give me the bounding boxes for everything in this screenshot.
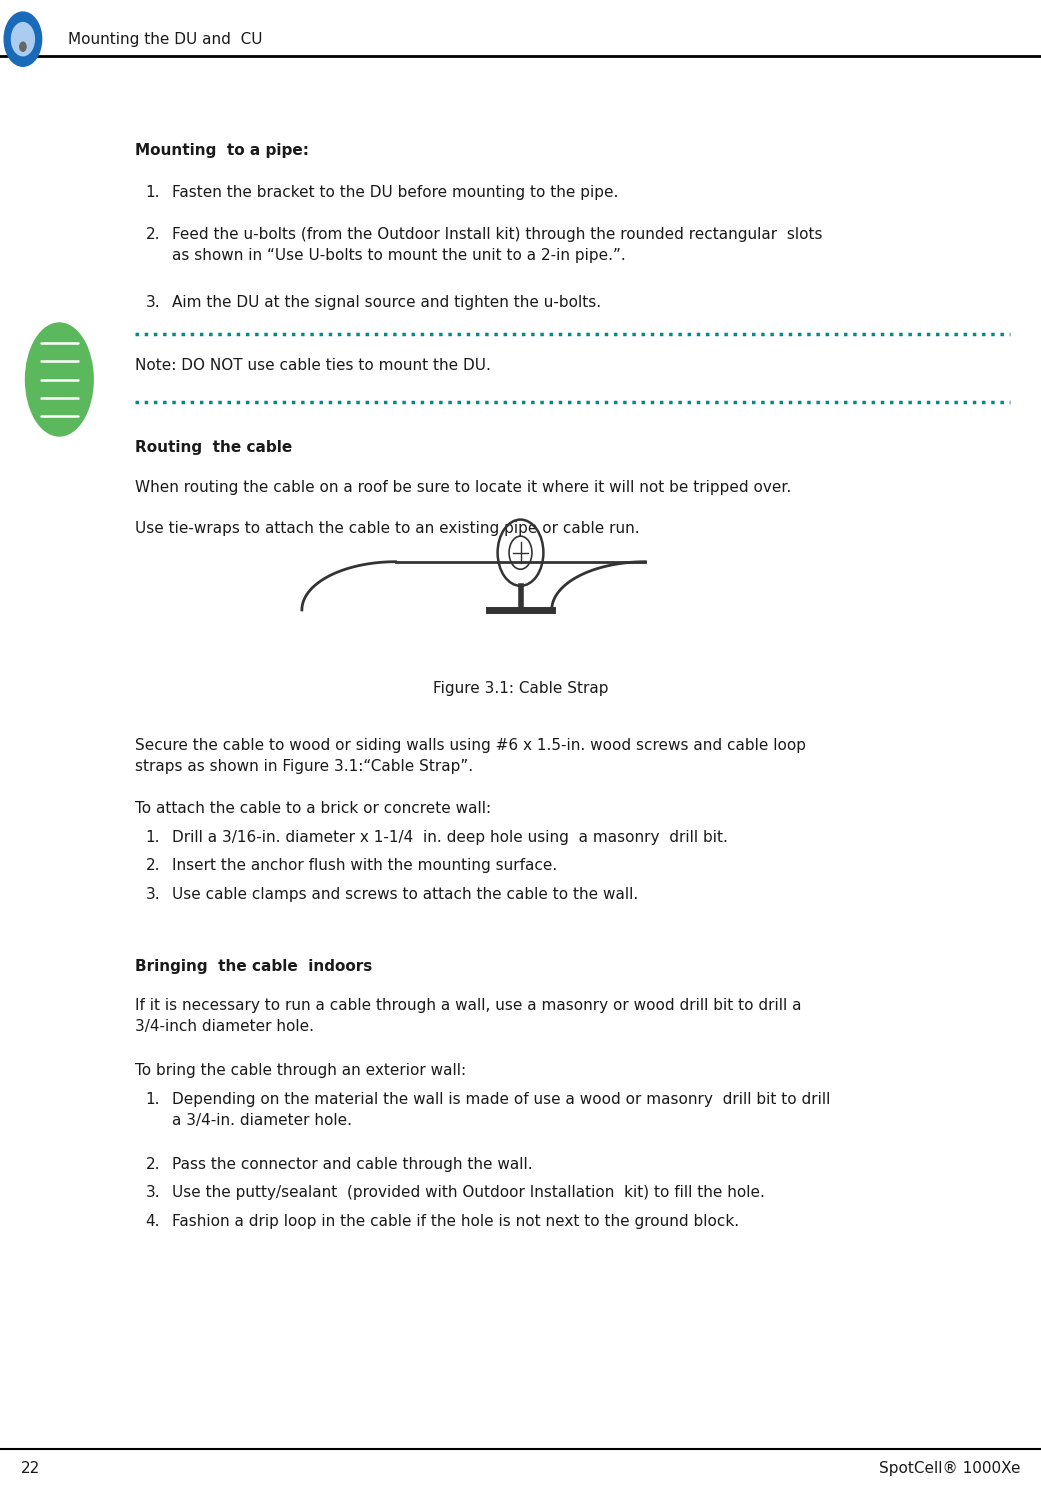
Text: 3.: 3. <box>146 295 160 310</box>
Text: Bringing  the cable  indoors: Bringing the cable indoors <box>135 959 373 974</box>
Text: Insert the anchor flush with the mounting surface.: Insert the anchor flush with the mountin… <box>172 858 557 873</box>
Text: 2.: 2. <box>146 227 160 242</box>
Text: Routing  the cable: Routing the cable <box>135 440 293 455</box>
Text: Feed the u-bolts (from the Outdoor Install kit) through the rounded rectangular : Feed the u-bolts (from the Outdoor Insta… <box>172 227 822 264</box>
Text: When routing the cable on a roof be sure to locate it where it will not be tripp: When routing the cable on a roof be sure… <box>135 480 791 495</box>
Text: Note: DO NOT use cable ties to mount the DU.: Note: DO NOT use cable ties to mount the… <box>135 358 491 373</box>
Text: Use cable clamps and screws to attach the cable to the wall.: Use cable clamps and screws to attach th… <box>172 887 638 902</box>
Text: To attach the cable to a brick or concrete wall:: To attach the cable to a brick or concre… <box>135 801 491 816</box>
Circle shape <box>11 23 34 56</box>
Circle shape <box>20 42 26 51</box>
Text: 3.: 3. <box>146 1185 160 1200</box>
Text: Mounting  to a pipe:: Mounting to a pipe: <box>135 143 309 158</box>
Text: 1.: 1. <box>146 185 160 200</box>
Circle shape <box>4 12 42 66</box>
Text: Use the putty/sealant  (provided with Outdoor Installation  kit) to fill the hol: Use the putty/sealant (provided with Out… <box>172 1185 765 1200</box>
Text: 4.: 4. <box>146 1214 160 1229</box>
Text: To bring the cable through an exterior wall:: To bring the cable through an exterior w… <box>135 1063 466 1078</box>
Text: 1.: 1. <box>146 830 160 845</box>
Text: Use tie-wraps to attach the cable to an existing pipe or cable run.: Use tie-wraps to attach the cable to an … <box>135 521 640 536</box>
Text: Secure the cable to wood or siding walls using #6 x 1.5-in. wood screws and cabl: Secure the cable to wood or siding walls… <box>135 738 807 774</box>
Text: Figure 3.1: Cable Strap: Figure 3.1: Cable Strap <box>433 681 608 696</box>
Ellipse shape <box>25 324 94 437</box>
Text: 3.: 3. <box>146 887 160 902</box>
Text: Pass the connector and cable through the wall.: Pass the connector and cable through the… <box>172 1157 532 1172</box>
Text: Aim the DU at the signal source and tighten the u-bolts.: Aim the DU at the signal source and tigh… <box>172 295 601 310</box>
Text: Fashion a drip loop in the cable if the hole is not next to the ground block.: Fashion a drip loop in the cable if the … <box>172 1214 739 1229</box>
Text: SpotCell® 1000Xe: SpotCell® 1000Xe <box>879 1461 1020 1476</box>
Text: 2.: 2. <box>146 1157 160 1172</box>
Text: 22: 22 <box>21 1461 40 1476</box>
Text: Fasten the bracket to the DU before mounting to the pipe.: Fasten the bracket to the DU before moun… <box>172 185 618 200</box>
Text: 2.: 2. <box>146 858 160 873</box>
Text: Drill a 3/16-in. diameter x 1-1/4  in. deep hole using  a masonry  drill bit.: Drill a 3/16-in. diameter x 1-1/4 in. de… <box>172 830 728 845</box>
Text: Mounting the DU and  CU: Mounting the DU and CU <box>68 33 262 47</box>
Text: Depending on the material the wall is made of use a wood or masonry  drill bit t: Depending on the material the wall is ma… <box>172 1092 830 1128</box>
Text: If it is necessary to run a cable through a wall, use a masonry or wood drill bi: If it is necessary to run a cable throug… <box>135 998 802 1035</box>
Text: 1.: 1. <box>146 1092 160 1107</box>
